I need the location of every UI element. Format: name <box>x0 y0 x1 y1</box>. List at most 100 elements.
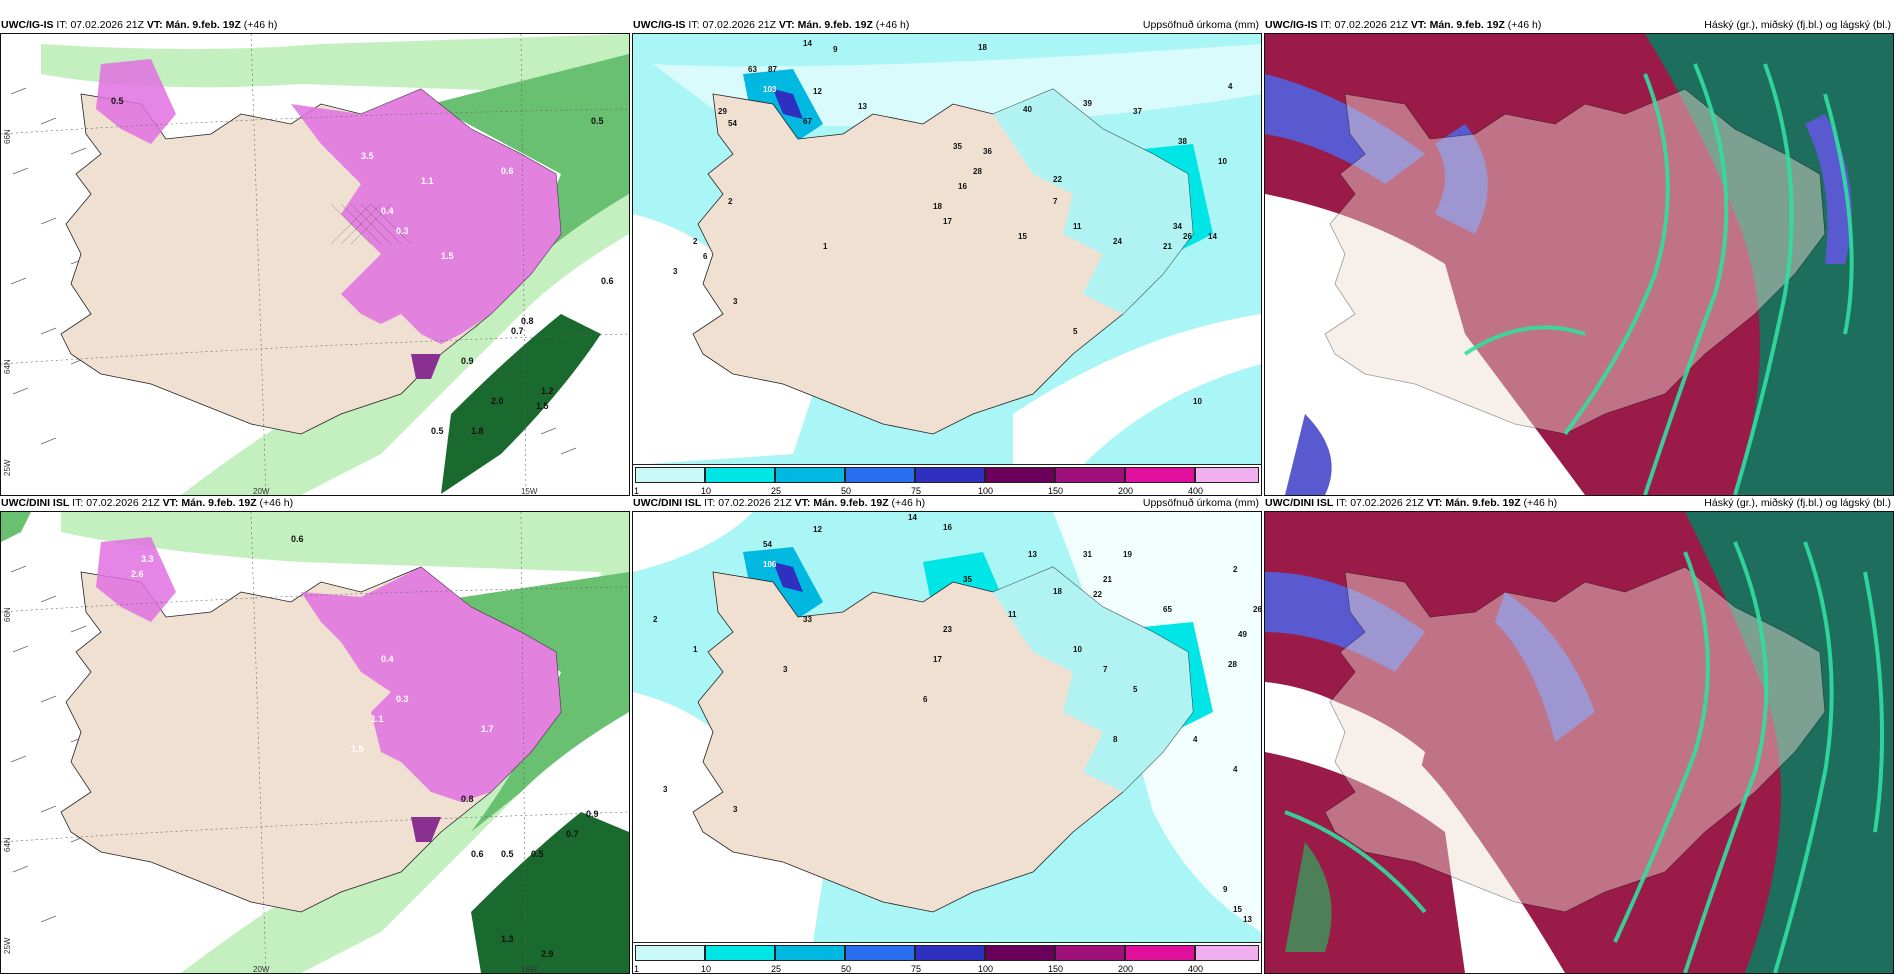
colorbar-tick: 75 <box>911 486 922 496</box>
svg-text:5: 5 <box>1133 685 1138 694</box>
svg-text:38: 38 <box>1178 137 1187 146</box>
svg-text:29: 29 <box>718 107 727 116</box>
svg-text:34: 34 <box>1173 222 1182 231</box>
colorbar-cell <box>1125 945 1195 961</box>
svg-text:35: 35 <box>963 575 972 584</box>
svg-text:3: 3 <box>733 297 738 306</box>
svg-text:0.9: 0.9 <box>586 809 599 819</box>
svg-text:14: 14 <box>1208 232 1217 241</box>
svg-text:0.6: 0.6 <box>601 276 614 286</box>
panel-ig-precip-type: UWC/IG-IS IT: 07.02.2026 21Z VT: Mán. 9.… <box>0 19 630 496</box>
panel-ig-accum-precip: UWC/IG-IS IT: 07.02.2026 21Z VT: Mán. 9.… <box>632 19 1262 496</box>
panel-dini-cloud: UWC/DINI ISL IT: 07.02.2026 21Z VT: Mán.… <box>1264 497 1894 974</box>
svg-text:3.5: 3.5 <box>361 151 374 161</box>
svg-text:18: 18 <box>978 43 987 52</box>
svg-text:18: 18 <box>933 202 942 211</box>
svg-text:13: 13 <box>1243 915 1252 924</box>
lon-label: 25W <box>3 459 12 476</box>
svg-text:9: 9 <box>833 45 838 54</box>
svg-text:2: 2 <box>1233 565 1238 574</box>
colorbar-cell <box>705 945 775 961</box>
svg-text:3: 3 <box>733 805 738 814</box>
colorbar-tick: 25 <box>771 964 782 974</box>
lat-label: 64N <box>3 837 12 852</box>
colorbar-tick: 400 <box>1188 964 1204 974</box>
svg-text:28: 28 <box>1228 660 1237 669</box>
svg-text:0.7: 0.7 <box>566 829 579 839</box>
svg-text:19: 19 <box>1123 550 1132 559</box>
svg-text:10: 10 <box>1073 645 1082 654</box>
colorbar-cell <box>705 467 775 483</box>
svg-text:0.3: 0.3 <box>396 694 409 704</box>
panel-dini-accum-precip: UWC/DINI ISL IT: 07.02.2026 21Z VT: Mán.… <box>632 497 1262 974</box>
svg-text:0.3: 0.3 <box>396 226 409 236</box>
map-accum-precip: 14 16 12 54 106 33 31 13 19 21 22 26 28 … <box>633 512 1261 943</box>
svg-text:0.5: 0.5 <box>111 96 124 106</box>
svg-text:15: 15 <box>1018 232 1027 241</box>
colorbar-tick: 50 <box>841 486 852 496</box>
svg-text:2: 2 <box>653 615 658 624</box>
svg-text:33: 33 <box>803 615 812 624</box>
svg-text:4: 4 <box>1233 765 1238 774</box>
svg-text:15: 15 <box>1233 905 1242 914</box>
svg-text:1.7: 1.7 <box>481 724 494 734</box>
svg-text:37: 37 <box>1133 107 1142 116</box>
svg-text:2.0: 2.0 <box>491 396 504 406</box>
svg-text:2.9: 2.9 <box>541 949 554 959</box>
svg-text:4: 4 <box>1228 82 1233 91</box>
svg-text:3: 3 <box>663 785 668 794</box>
svg-text:17: 17 <box>933 655 942 664</box>
svg-text:49: 49 <box>1238 630 1247 639</box>
lat-label: 64N <box>3 359 12 374</box>
svg-text:1.5: 1.5 <box>536 401 549 411</box>
map-cloud <box>1265 512 1893 973</box>
colorbar-tick: 400 <box>1188 486 1204 496</box>
svg-text:1: 1 <box>693 645 698 654</box>
svg-text:0.6: 0.6 <box>471 849 484 859</box>
svg-text:36: 36 <box>983 147 992 156</box>
lon-label: 15W <box>521 487 538 496</box>
svg-text:13: 13 <box>1028 550 1037 559</box>
svg-text:0.4: 0.4 <box>381 654 394 664</box>
svg-text:3: 3 <box>673 267 678 276</box>
svg-text:7: 7 <box>1053 197 1058 206</box>
colorbar-cell <box>775 945 845 961</box>
svg-text:7: 7 <box>1103 665 1108 674</box>
svg-text:12: 12 <box>813 87 822 96</box>
precip-colorbar: 1 10 25 50 75 100 150 200 400 <box>633 464 1261 496</box>
svg-text:22: 22 <box>1053 175 1062 184</box>
colorbar-tick: 1 <box>634 486 640 496</box>
svg-text:10: 10 <box>1218 157 1227 166</box>
panel-dini-precip-type: UWC/DINI ISL IT: 07.02.2026 21Z VT: Mán.… <box>0 497 630 974</box>
colorbar-cell <box>985 467 1055 483</box>
svg-text:26: 26 <box>1253 605 1261 614</box>
svg-text:0.8: 0.8 <box>461 794 474 804</box>
panel-title: UWC/DINI ISL IT: 07.02.2026 21Z VT: Mán.… <box>1 497 294 509</box>
svg-text:0.8: 0.8 <box>521 316 534 326</box>
colorbar-cell <box>1195 467 1259 483</box>
svg-text:0.5: 0.5 <box>591 116 604 126</box>
panel-title: UWC/DINI ISL IT: 07.02.2026 21Z VT: Mán.… <box>1265 497 1891 509</box>
colorbar-tick: 10 <box>701 964 712 974</box>
svg-text:39: 39 <box>1083 99 1092 108</box>
colorbar-tick: 25 <box>771 486 782 496</box>
svg-text:9: 9 <box>1223 885 1228 894</box>
svg-text:4: 4 <box>1193 735 1198 744</box>
svg-text:1.3: 1.3 <box>501 934 514 944</box>
lon-label: 20W <box>253 965 270 974</box>
colorbar-tick: 10 <box>701 486 712 496</box>
svg-text:0.5: 0.5 <box>501 849 514 859</box>
map-precip-type: 0.6 0.9 0.7 0.5 0.5 0.6 2.9 1.3 0.8 0.4 … <box>1 512 629 973</box>
precip-colorbar: 1 10 25 50 75 100 150 200 400 <box>633 942 1261 974</box>
lon-label: 20W <box>253 487 270 496</box>
svg-text:67: 67 <box>803 117 812 126</box>
svg-text:16: 16 <box>943 523 952 532</box>
svg-text:0.5: 0.5 <box>431 426 444 436</box>
svg-text:1.2: 1.2 <box>541 386 554 396</box>
panel-title: UWC/IG-IS IT: 07.02.2026 21Z VT: Mán. 9.… <box>633 19 1259 31</box>
colorbar-tick: 100 <box>978 964 994 974</box>
lat-label: 66N <box>3 129 12 144</box>
svg-text:12: 12 <box>813 525 822 534</box>
svg-text:1.8: 1.8 <box>471 426 484 436</box>
colorbar-cell <box>1195 945 1259 961</box>
